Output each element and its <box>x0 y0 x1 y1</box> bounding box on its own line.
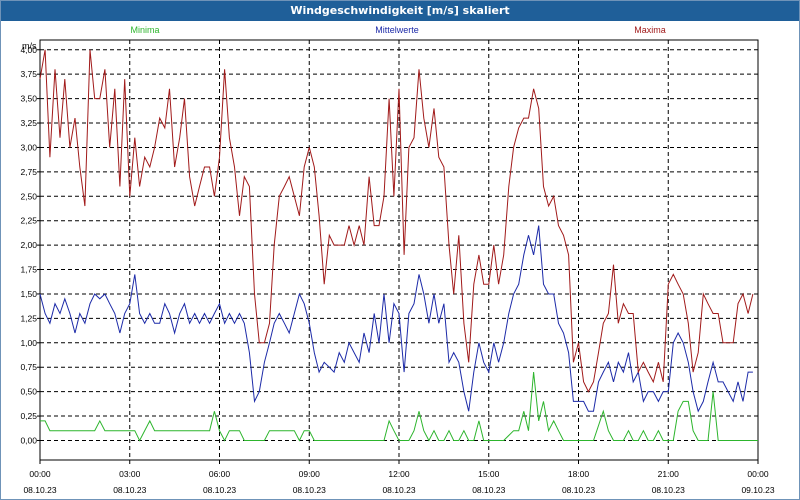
x-tick-date: 09.10.23 <box>741 485 774 495</box>
legend-entry-maxima: Maxima <box>634 25 666 35</box>
x-tick-time: 15:00 <box>478 469 500 479</box>
legend-entry-minima: Minima <box>130 25 159 35</box>
legend: Minima Mittelwerte Maxima <box>130 25 665 35</box>
x-tick-date: 08.10.23 <box>293 485 326 495</box>
legend-entry-mittelwerte: Mittelwerte <box>375 25 419 35</box>
x-tick-time: 03:00 <box>119 469 141 479</box>
x-tick-date: 08.10.23 <box>652 485 685 495</box>
y-tick-label: 1,75 <box>20 265 37 275</box>
y-tick-label: 2,50 <box>20 191 37 201</box>
y-tick-label: 1,25 <box>20 313 37 323</box>
y-tick-label: 3,00 <box>20 142 37 152</box>
y-tick-label: 1,00 <box>20 338 37 348</box>
series-lines <box>39 49 758 442</box>
y-axis-label: m/s <box>22 41 37 51</box>
x-tick-date: 08.10.23 <box>562 485 595 495</box>
y-tick-label: 3,50 <box>20 94 37 104</box>
y-tick-label: 0,50 <box>20 387 37 397</box>
y-tick-label: 4,00 <box>20 45 37 55</box>
x-tick-time: 00:00 <box>747 469 769 479</box>
x-axis: 00:00 08.10.23 03:00 08.10.23 06:00 08.10.23 0… <box>23 460 775 495</box>
y-tick-label: 3,75 <box>20 69 37 79</box>
chart-title: Windgeschwindigkeit [m/s] skaliert <box>1 1 799 21</box>
series-line-minima <box>40 372 758 442</box>
x-tick-time: 06:00 <box>209 469 231 479</box>
y-tick-label: 0,25 <box>20 411 37 421</box>
y-axis: 0,00 0,25 0,50 0,75 1,00 1,25 1,50 1,75 2,00 2,25… <box>20 45 40 445</box>
x-tick-date: 08.10.23 <box>23 485 56 495</box>
series-line-maxima <box>39 49 754 393</box>
y-tick-label: 0,00 <box>20 435 37 445</box>
x-tick-time: 09:00 <box>299 469 321 479</box>
y-tick-label: 3,25 <box>20 118 37 128</box>
x-tick-time: 18:00 <box>568 469 590 479</box>
series-line-mittelwerte <box>39 225 753 413</box>
x-tick-date: 08.10.23 <box>113 485 146 495</box>
x-tick-date: 08.10.23 <box>382 485 415 495</box>
x-tick-time: 00:00 <box>29 469 51 479</box>
y-tick-label: 2,00 <box>20 240 37 250</box>
x-tick-time: 21:00 <box>658 469 680 479</box>
y-tick-label: 2,25 <box>20 216 37 226</box>
y-tick-label: 2,75 <box>20 167 37 177</box>
y-tick-label: 1,50 <box>20 289 37 299</box>
x-tick-date: 08.10.23 <box>472 485 505 495</box>
x-tick-time: 12:00 <box>388 469 410 479</box>
y-tick-label: 0,75 <box>20 362 37 372</box>
x-tick-date: 08.10.23 <box>203 485 236 495</box>
